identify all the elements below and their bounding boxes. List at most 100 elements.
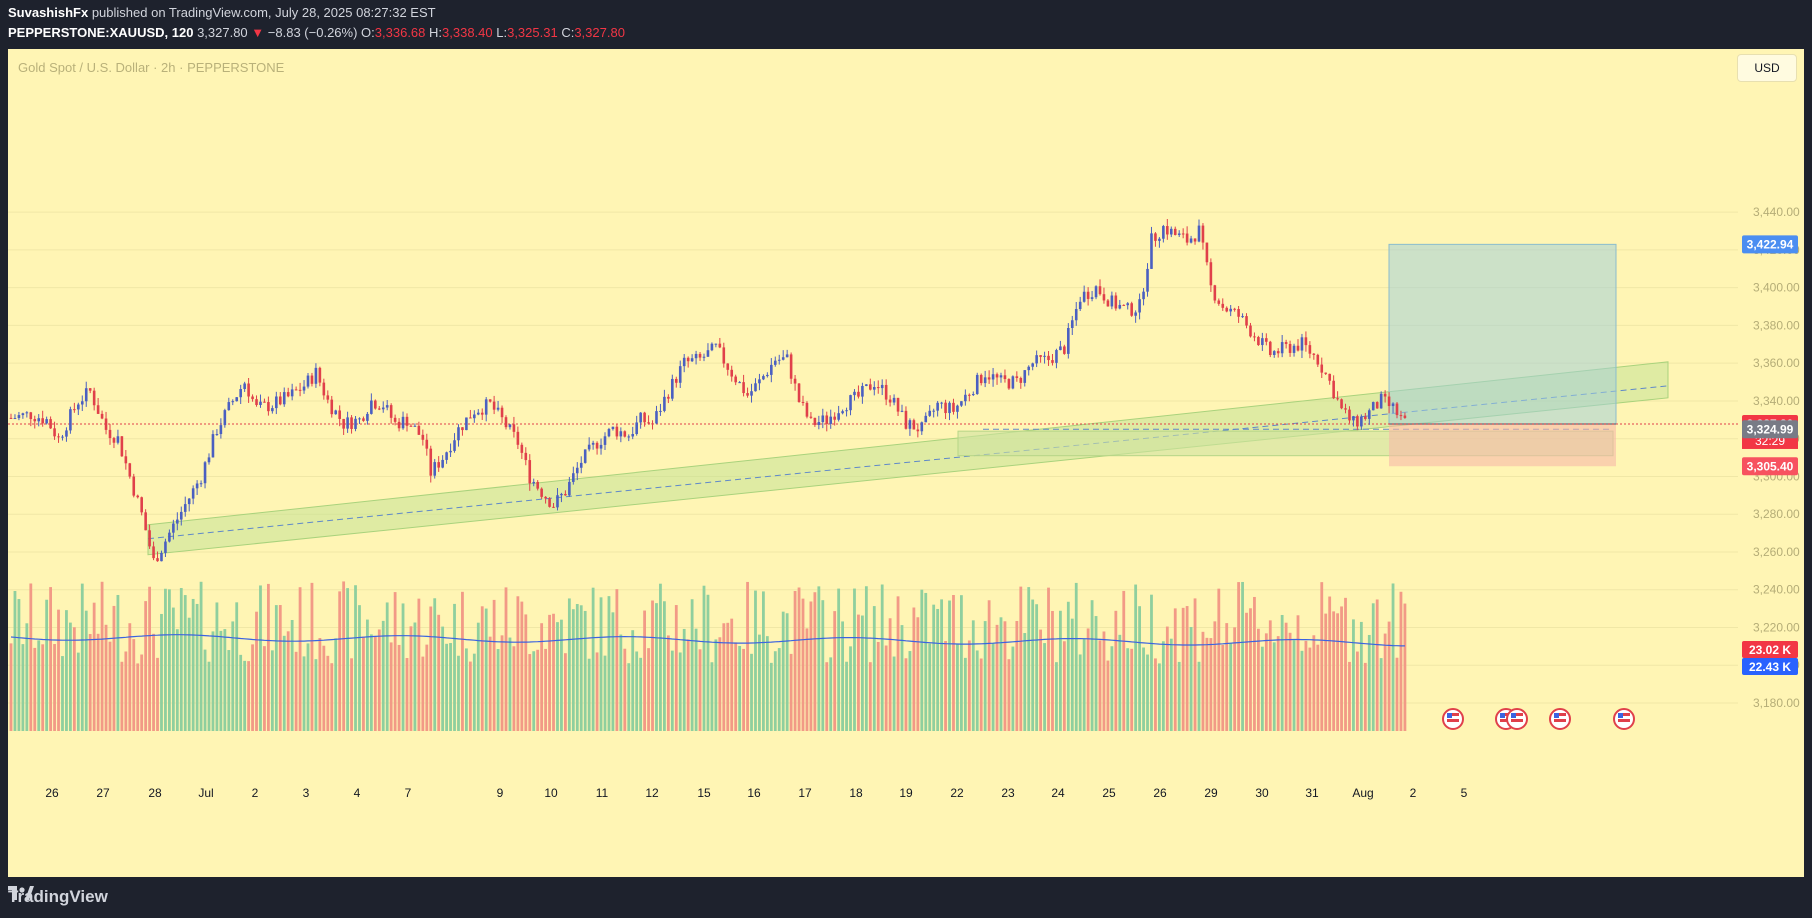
volume-bar [932,604,936,731]
candle-body [722,347,726,364]
volume-bar [33,647,37,731]
candle-body [663,396,666,411]
volume-bar [797,587,801,731]
candle-body [1237,309,1240,317]
volume-bar [540,623,544,731]
candle-body [1280,342,1284,354]
candle-body [896,397,900,412]
chart-pane[interactable]: 3,180.003,200.003,220.003,240.003,260.00… [8,49,1804,877]
volume-bar [140,654,144,731]
volume-bar [425,644,429,731]
volume-bar [468,661,472,731]
us-flag-icon[interactable] [1549,708,1571,730]
volume-ma-line [10,634,1405,647]
volume-bar [520,601,524,731]
volume-label-text: 23.02 K [1749,643,1791,657]
volume-bar [255,611,258,731]
candle-body [80,401,84,405]
volume-bar [595,652,599,731]
volume-bar [1011,646,1015,731]
volume-bar [322,645,326,731]
candle-body [1173,228,1177,235]
candle-body [77,404,80,410]
candle-body [271,408,274,412]
volume-bar [781,611,785,731]
volume-bar [738,645,742,731]
candle-body [191,488,195,499]
candle-body [183,504,187,512]
candle-body [754,383,757,392]
candle-body [1229,308,1232,312]
volume-bar [1276,636,1280,731]
candle-body [1055,350,1058,363]
volume-bar [1051,610,1054,731]
candle-body [1209,262,1213,286]
volume-bar [453,603,456,731]
candle-body [504,417,508,428]
volume-bar [1193,598,1197,731]
candle-body [140,497,143,513]
volume-bar [1237,582,1240,731]
candle-body [1268,341,1272,355]
volume-bar [813,592,817,731]
volume-bar [1209,638,1213,731]
candle-body [104,418,108,430]
candle-body [556,495,559,508]
candle-body [706,350,710,357]
candle-body [9,417,13,419]
price-chart[interactable]: 3,180.003,200.003,220.003,240.003,260.00… [8,49,1804,877]
us-flag-icon[interactable] [1506,708,1528,730]
volume-bar [1395,657,1399,731]
volume-bar [512,646,516,731]
volume-bar [1308,647,1312,731]
volume-bar [203,649,207,731]
y-tick-label: 3,340.00 [1753,394,1800,408]
candle-body [275,396,278,409]
volume-bar [437,614,441,731]
candle-body [888,399,892,403]
volume-bar [571,609,575,731]
volume-bar [21,644,25,731]
volume-bar [556,622,559,731]
x-tick-label: 17 [798,786,812,800]
x-tick-label: 26 [1153,786,1167,800]
volume-bar [120,661,124,731]
volume-bar [1197,661,1201,731]
symbol-label[interactable]: PEPPERSTONE:XAUUSD, 120 [8,25,194,40]
candle-body [1308,345,1312,354]
candle-body [1261,338,1264,346]
currency-button[interactable]: USD [1737,54,1797,82]
candle-body [512,424,516,432]
candle-body [148,530,151,547]
candle-body [1387,396,1391,407]
candle-body [1051,360,1054,363]
volume-bar [1130,648,1134,731]
volume-bar [524,614,528,731]
candle-body [1067,328,1070,354]
volume-bar [1161,641,1165,731]
us-flag-icon[interactable] [1442,708,1464,730]
volume-bar [480,606,484,731]
candle-body [484,399,488,415]
us-flag-icon[interactable] [1613,708,1635,730]
candle-body [219,425,223,435]
candle-body [928,410,932,416]
candle-body [377,408,381,410]
candle-body [845,410,848,412]
volume-bar [1023,633,1027,731]
volume-bar [1066,601,1070,731]
candle-body [29,412,33,420]
volume-bar [199,581,203,731]
volume-bar [1375,599,1379,731]
volume-bar [916,617,920,731]
volume-bar [1284,622,1288,731]
x-tick-label: 10 [544,786,558,800]
volume-bar [132,639,136,731]
volume-bar [936,608,940,731]
tradingview-brand[interactable]: TradingView [8,886,108,908]
volume-bar [128,623,132,731]
candle-body [508,424,512,428]
volume-bar [1059,610,1062,731]
author-name[interactable]: SuvashishFx [8,5,89,20]
candle-body [1078,301,1082,310]
